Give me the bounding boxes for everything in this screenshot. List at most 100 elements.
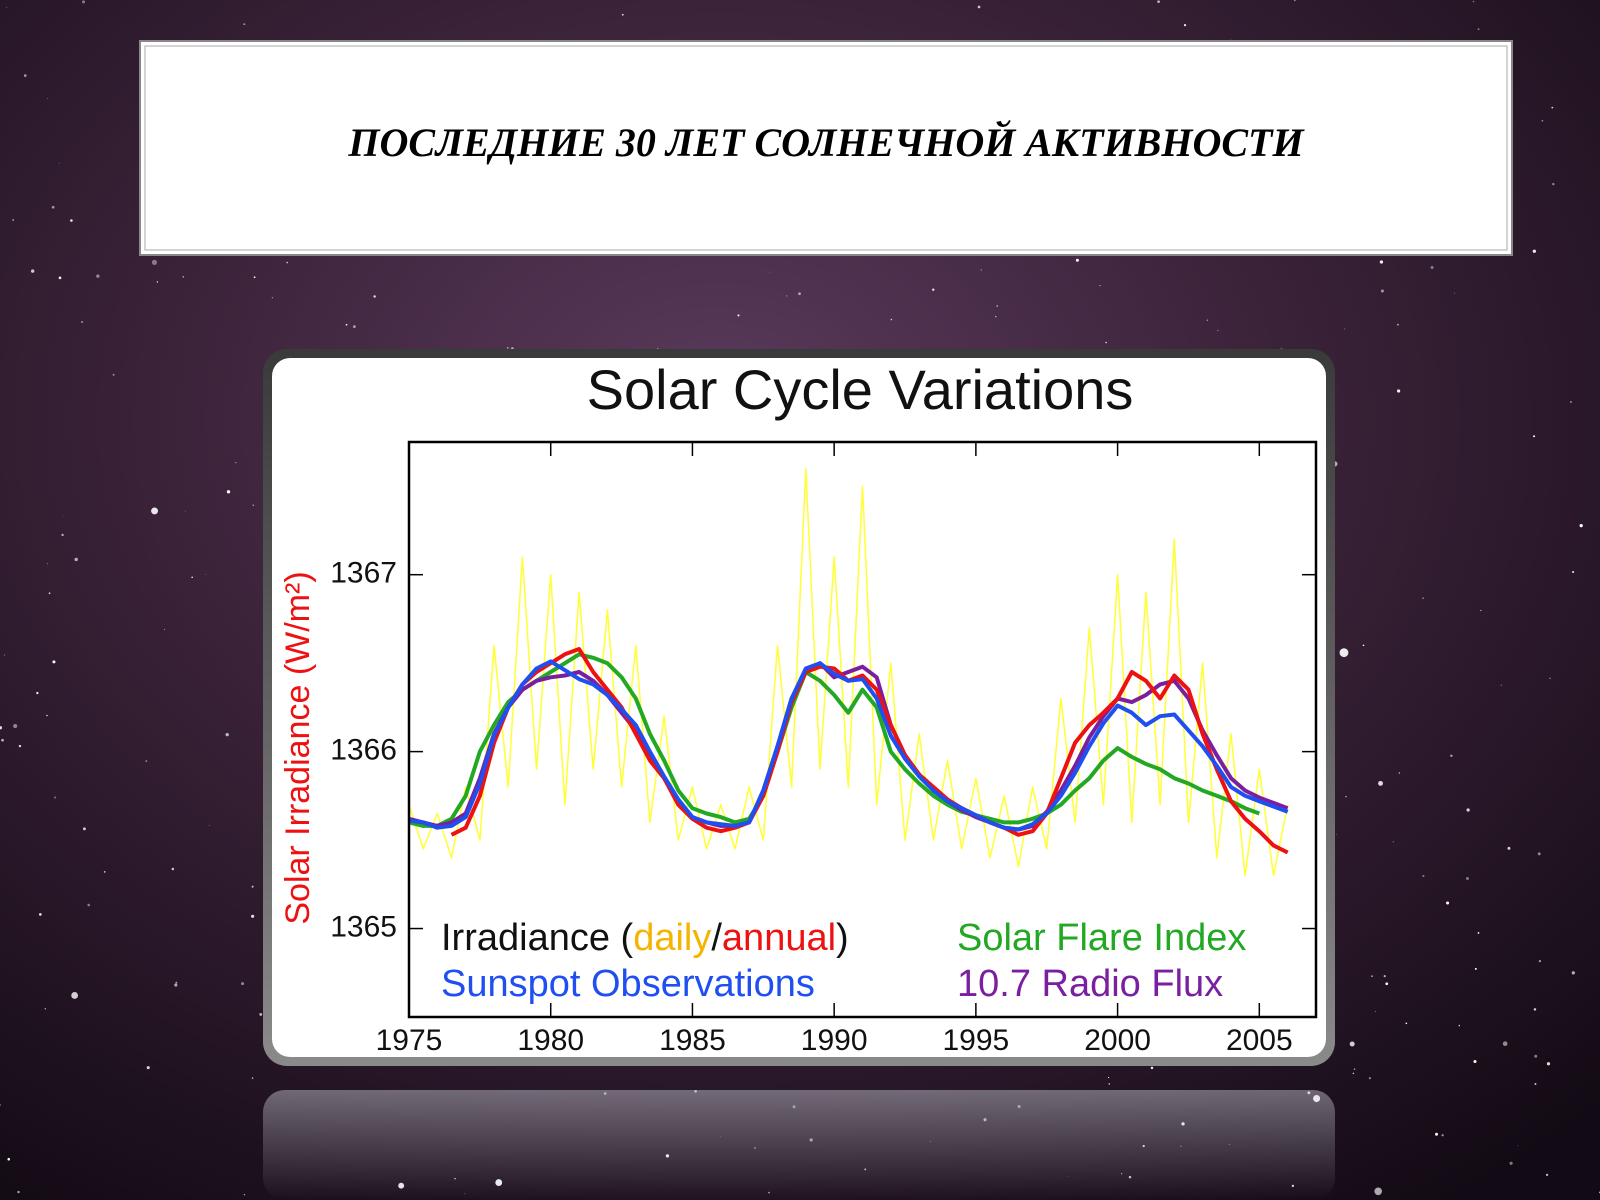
star (1538, 960, 1542, 963)
star (1392, 841, 1394, 843)
legend: Irradiance (daily/annual) Solar Flare Ind… (441, 917, 1246, 1005)
star (1422, 597, 1424, 599)
star (1, 738, 4, 742)
legend-text: ) (836, 917, 849, 959)
star (1371, 975, 1374, 978)
star (1446, 901, 1450, 905)
star (1380, 289, 1384, 293)
star (145, 760, 148, 763)
star (1430, 265, 1434, 269)
plot-area: 1365 1366 1367 1975 1980 1985 1990 1995 2000 2005 (330, 442, 1316, 1057)
star (46, 714, 48, 717)
star (13, 723, 18, 729)
star (1183, 24, 1187, 27)
star (1157, 0, 1160, 4)
star (1579, 524, 1583, 528)
star (191, 576, 193, 579)
star (785, 295, 788, 297)
star (977, 5, 981, 9)
star (1374, 1187, 1382, 1196)
star (112, 373, 115, 376)
star (1378, 780, 1383, 786)
star (1546, 1062, 1551, 1066)
star (1339, 648, 1349, 658)
star (1099, 285, 1101, 287)
star (83, 827, 86, 831)
star (1571, 971, 1575, 975)
star (0, 726, 3, 730)
star (1534, 1054, 1538, 1058)
star (1551, 106, 1554, 109)
star (23, 74, 27, 77)
star (175, 981, 178, 984)
x-tick-label: 1985 (659, 1024, 726, 1057)
star (47, 563, 49, 565)
legend-label: Sunspot Observations (441, 963, 815, 1005)
star (18, 744, 22, 748)
star (352, 325, 356, 329)
star (271, 297, 273, 299)
star (225, 732, 229, 737)
star (48, 592, 51, 595)
star (506, 347, 509, 349)
star (1435, 1132, 1439, 1136)
star (1150, 1066, 1154, 1070)
star (1477, 28, 1480, 31)
star (798, 292, 801, 296)
y-tick-label: 1367 (330, 557, 397, 590)
title-box (139, 40, 1513, 256)
star (1362, 644, 1365, 647)
series-line (409, 467, 1289, 877)
star (1405, 1022, 1408, 1025)
star (146, 1066, 150, 1070)
star (1465, 876, 1469, 880)
star (996, 305, 999, 307)
star (1352, 1072, 1355, 1075)
star (251, 885, 254, 888)
star (259, 1012, 263, 1016)
legend-text: Irradiance ( (441, 917, 634, 959)
legend-label: daily (633, 917, 711, 959)
star (103, 870, 106, 873)
star (87, 903, 90, 907)
star (657, 348, 659, 350)
star (1398, 772, 1401, 774)
star (1345, 795, 1347, 798)
star (0, 1104, 1, 1106)
star (1422, 875, 1425, 878)
series-line (450, 647, 1289, 855)
star (226, 490, 231, 494)
star (241, 982, 245, 986)
star (47, 97, 48, 99)
star (151, 507, 159, 515)
star (1552, 182, 1555, 186)
star (1569, 401, 1572, 403)
star (184, 510, 186, 512)
star (1537, 852, 1541, 856)
star (205, 573, 207, 575)
star (995, 315, 997, 318)
star (1105, 341, 1107, 344)
y-tick-label: 1365 (330, 910, 397, 943)
star (12, 218, 15, 222)
star (1509, 1161, 1513, 1165)
star (1473, 1059, 1477, 1064)
chart-reflection (263, 1090, 1335, 1200)
star (1517, 1145, 1519, 1147)
star (81, 0, 86, 4)
y-tick-label: 1366 (330, 734, 397, 767)
star (74, 557, 78, 562)
star (243, 23, 246, 26)
star (44, 1008, 46, 1010)
legend-label: annual (722, 917, 836, 959)
star (235, 461, 237, 464)
legend-entry: Irradiance (daily/annual) (441, 917, 849, 959)
star (1502, 1041, 1508, 1047)
star (769, 271, 770, 273)
star (1368, 1077, 1371, 1080)
x-tick-label: 1995 (943, 1024, 1010, 1057)
star (251, 1077, 254, 1079)
star (52, 660, 56, 664)
